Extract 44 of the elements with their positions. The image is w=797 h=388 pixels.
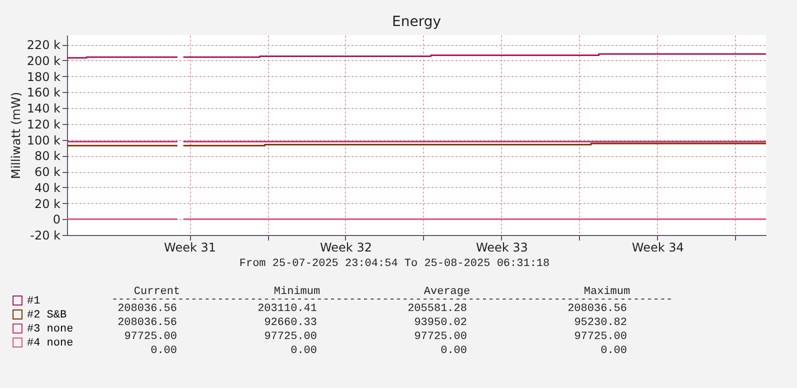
y-tick-label: 160 k [26, 86, 61, 100]
y-tick-label: 220 k [26, 38, 61, 52]
y-tick-label: 0 [52, 212, 60, 227]
y-tick-label: 200 k [26, 54, 61, 68]
text: 0.00 [150, 345, 177, 357]
chart-title: Energy [392, 14, 442, 30]
text: From 25-07-2025 23:04:54 To 25-08-2025 06:31:18 [239, 258, 550, 270]
text: 0.00 [440, 345, 467, 357]
text: 93950.02 [414, 317, 467, 329]
text: 92660.33 [264, 317, 317, 329]
text: 0.00 [290, 345, 317, 357]
legend-label: #2 S&B [27, 310, 68, 322]
x-tick-label: Week 31 [164, 240, 216, 254]
text: 205581.28 [408, 303, 467, 315]
y-tick-label: 60 k [34, 165, 61, 180]
y-tick-label: 40 k [34, 180, 61, 195]
y-tick-label: 180 k [26, 70, 61, 84]
y-tick-label: -20 k [30, 228, 61, 242]
legend-label: #1 [27, 296, 41, 308]
legend-label: #3 none [27, 324, 74, 336]
text: 97725.00 [124, 331, 177, 343]
text: 208036.56 [118, 317, 177, 329]
y-tick-label: 80 k [34, 149, 61, 164]
legend-label: #4 none [27, 338, 74, 350]
text: 208036.56 [568, 303, 627, 315]
text: 208036.56 [118, 303, 177, 315]
y-tick-label: 20 k [34, 196, 61, 211]
y-tick-label: 140 k [26, 102, 61, 116]
text: 97725.00 [264, 331, 317, 343]
text: Minimum [274, 286, 320, 298]
x-tick-label: Week 34 [632, 240, 684, 254]
x-tick-label: Week 32 [320, 240, 372, 254]
text: 95230.82 [574, 317, 627, 329]
x-tick-label: Week 33 [476, 240, 528, 254]
text: 97725.00 [414, 331, 467, 343]
text: Maximum [584, 286, 630, 298]
text: Average [424, 286, 470, 298]
y-tick-label: 100 k [26, 133, 61, 148]
text: 203110.41 [258, 303, 318, 315]
text: Current [134, 286, 180, 298]
y-tick-label: 120 k [26, 117, 61, 132]
text: 97725.00 [574, 331, 627, 343]
y-axis-title: Milliwatt (mW) [8, 92, 23, 179]
text: 0.00 [600, 345, 627, 357]
